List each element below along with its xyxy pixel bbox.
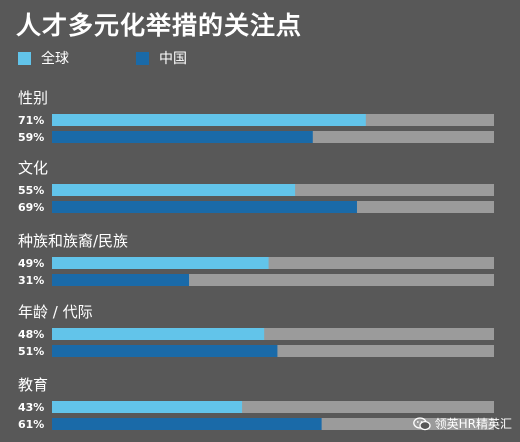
wechat-icon (412, 416, 431, 430)
value-label: 49% (18, 257, 44, 270)
value-label: 43% (18, 401, 44, 414)
bar-china (52, 345, 278, 357)
bar-china (52, 201, 357, 213)
bar-global (52, 257, 269, 269)
value-label: 31% (18, 274, 44, 287)
bar-china (52, 418, 322, 430)
bar-china (52, 274, 190, 286)
watermark: 领英HR精英汇 (412, 415, 512, 432)
legend-item-china: 中国 (136, 48, 187, 68)
value-label: 61% (18, 418, 44, 431)
category-label: 教育 (18, 376, 48, 394)
value-label: 69% (18, 201, 44, 214)
legend-swatch-china (136, 51, 149, 65)
legend-label-global: 全球 (41, 51, 69, 67)
legend-swatch-global (18, 51, 31, 65)
value-label: 55% (18, 184, 44, 197)
value-label: 48% (18, 328, 44, 341)
category-label: 年龄 / 代际 (18, 303, 93, 321)
bar-china (52, 131, 313, 143)
bar-global (52, 114, 366, 126)
category-label: 性别 (18, 89, 48, 107)
legend-label-china: 中国 (159, 51, 187, 67)
watermark-text: 领英HR精英汇 (434, 417, 512, 431)
chart-title: 人才多元化举措的关注点 (16, 11, 303, 40)
bar-global (52, 401, 243, 413)
bar-global (52, 184, 296, 196)
value-label: 51% (18, 345, 44, 358)
bar-global (52, 328, 265, 340)
category-label: 种族和族裔/民族 (18, 232, 128, 250)
value-label: 59% (18, 131, 44, 144)
category-label: 文化 (18, 159, 48, 177)
value-label: 71% (18, 114, 44, 127)
legend-item-global: 全球 (18, 48, 69, 68)
